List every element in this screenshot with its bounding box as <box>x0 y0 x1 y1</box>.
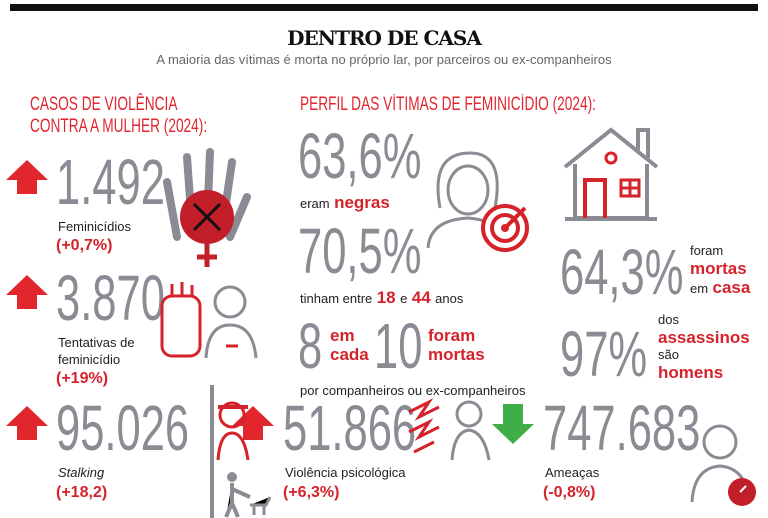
profile-parceiros-n1: 8 <box>298 310 323 382</box>
stat-tentativas-label: Tentativas de <box>58 335 135 350</box>
word: cada <box>330 345 369 364</box>
caption-text: e <box>400 291 408 306</box>
age-max: 44 <box>411 288 431 307</box>
caption-text: dos <box>658 312 679 327</box>
profile-parceiros-n2: 10 <box>374 310 423 382</box>
profile-casa-caption: foram mortas em casa <box>690 243 750 299</box>
profile-parceiros-caption: por companheiros ou ex-companheiros <box>300 383 526 398</box>
caption-text: são <box>658 347 679 362</box>
top-rule <box>10 4 758 11</box>
stat-tentativas-value: 3.870 <box>56 262 165 334</box>
stat-ameacas-value: 747.683 <box>543 392 701 464</box>
profile-parceiros-w1: em cada <box>330 326 369 364</box>
stat-stalking-label: Stalking <box>58 465 105 480</box>
age-min: 18 <box>376 288 396 307</box>
stop-hand-woman-icon <box>160 282 258 359</box>
stat-stalking-delta: (+18,2) <box>56 484 108 501</box>
caption-text: tinham entre <box>300 291 373 306</box>
caption-highlight: homens <box>658 363 724 382</box>
stat-tentativas-label-2: feminicídio <box>58 352 121 367</box>
stat-feminicidios-value: 1.492 <box>56 146 165 218</box>
profile-negras-value: 63,6% <box>298 120 422 192</box>
caption-text: foram <box>690 243 724 258</box>
page-title: DENTRO DE CASA <box>287 26 482 50</box>
caption-text: em <box>690 281 709 296</box>
profile-casa-value: 64,3% <box>560 236 684 308</box>
stat-ameacas-delta: (-0,8%) <box>543 484 596 501</box>
stat-feminicidios-label: Feminicídios <box>58 219 131 234</box>
word: mortas <box>428 345 485 364</box>
caption-highlight: casa <box>712 278 751 297</box>
arrow-up-icon <box>6 160 48 194</box>
stat-psicologica-label: Violência psicológica <box>285 465 406 480</box>
arrow-up-icon <box>6 275 48 309</box>
arrow-down-icon <box>492 404 534 444</box>
title-line: CASOS DE VIOLÊNCIA <box>30 94 178 115</box>
profile-idade-caption: tinham entre 18 e 44 anos <box>300 288 463 309</box>
profile-parceiros-w2: foram mortas <box>428 326 485 364</box>
stat-tentativas-delta: (+19%) <box>56 370 109 387</box>
stat-feminicidios-delta: (+0,7%) <box>56 237 113 254</box>
word: em <box>330 326 355 345</box>
threatened-woman-icon <box>690 424 756 506</box>
arrow-up-icon <box>232 406 274 440</box>
page-subtitle: A maioria das vítimas é morta no próprio… <box>156 52 612 67</box>
woman-target-icon <box>426 151 529 252</box>
psychological-violence-icon <box>408 398 491 461</box>
section-title-cases: CASOS DE VIOLÊNCIA CONTRA A MULHER (2024… <box>30 94 207 138</box>
profile-homens-value: 97% <box>560 318 648 390</box>
arrow-up-icon <box>6 406 48 440</box>
word: foram <box>428 326 476 345</box>
title-line: CONTRA A MULHER (2024): <box>30 116 208 137</box>
caption-text: anos <box>435 291 464 306</box>
hand-cross-icon <box>163 148 251 267</box>
stat-psicologica-value: 51.866 <box>283 392 417 464</box>
stat-psicologica-delta: (+6,3%) <box>283 484 340 501</box>
stat-ameacas-label: Ameaças <box>545 465 600 480</box>
caption-text: eram <box>300 196 330 211</box>
house-icon <box>563 127 659 221</box>
caption-highlight: negras <box>334 193 390 212</box>
caption-highlight: assassinos <box>658 328 750 347</box>
caption-highlight: mortas <box>690 259 747 278</box>
section-title-profile: PERFIL DAS VÍTIMAS DE FEMINICÍDIO (2024)… <box>300 94 596 115</box>
profile-idade-value: 70,5% <box>298 215 422 287</box>
stat-stalking-value: 95.026 <box>56 392 190 464</box>
profile-negras-caption: eram negras <box>300 193 390 214</box>
profile-homens-caption: dos assassinos são homens <box>658 312 750 382</box>
stalker-icon <box>210 385 272 518</box>
